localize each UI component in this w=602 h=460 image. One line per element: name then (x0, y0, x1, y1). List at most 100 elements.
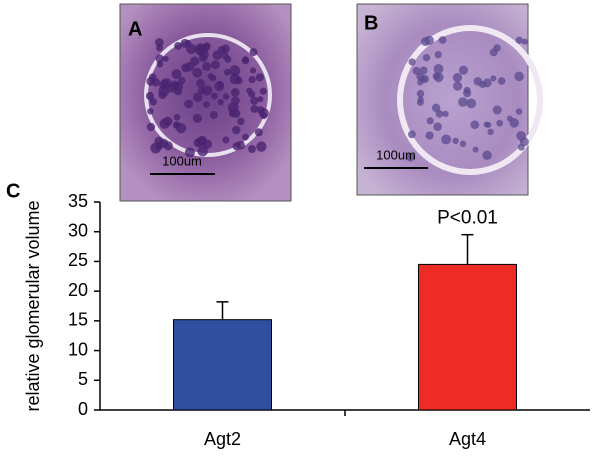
nucleus (408, 58, 416, 66)
nucleus (192, 113, 203, 123)
nucleus (466, 98, 477, 109)
nucleus (433, 72, 444, 83)
x-tick-label: Agt2 (204, 429, 241, 449)
nucleus (202, 61, 212, 72)
nucleus (442, 110, 449, 117)
nucleus (147, 108, 154, 115)
nucleus (463, 89, 472, 98)
nucleus (186, 43, 197, 55)
y-tick-label: 0 (78, 399, 88, 419)
nucleus (172, 81, 179, 88)
nucleus (250, 96, 259, 105)
nucleus (250, 104, 259, 113)
nucleus (441, 134, 452, 145)
nucleus (417, 96, 424, 103)
nucleus (435, 109, 444, 118)
scale-label: 100um (162, 153, 202, 168)
nucleus (459, 140, 467, 148)
nucleus (217, 99, 224, 106)
x-tick-label: Agt4 (449, 429, 486, 449)
nucleus (483, 121, 490, 128)
nucleus (156, 44, 163, 52)
nucleus (193, 138, 203, 148)
nucleus (472, 146, 479, 153)
nucleus (521, 38, 528, 45)
nucleus (416, 89, 425, 98)
nucleus (254, 128, 263, 137)
nucleus (453, 81, 463, 91)
nucleus (231, 96, 240, 105)
nucleus (516, 130, 526, 141)
y-tick-label: 15 (68, 310, 88, 330)
nucleus (425, 131, 434, 140)
nucleus (146, 122, 156, 132)
nucleus (482, 150, 492, 161)
nucleus (162, 55, 169, 62)
nucleus (230, 88, 240, 97)
nucleus (158, 90, 167, 100)
nucleus (257, 96, 264, 103)
nucleus (211, 92, 218, 100)
nucleus (155, 54, 164, 63)
nucleus (248, 75, 256, 84)
nucleus (250, 67, 257, 74)
nucleus (171, 69, 182, 80)
nucleus (227, 102, 239, 114)
nucleus (248, 145, 256, 153)
nucleus (470, 120, 480, 130)
nucleus (163, 141, 173, 151)
nucleus (222, 93, 230, 100)
panel-label: C (6, 180, 20, 202)
nucleus (249, 48, 258, 57)
nucleus (174, 41, 182, 50)
nucleus (419, 66, 428, 75)
nucleus (420, 75, 429, 84)
y-tick-label: 35 (68, 191, 88, 211)
nucleus (431, 103, 441, 113)
nucleus (184, 99, 194, 109)
nucleus (246, 87, 253, 94)
nucleus (155, 38, 164, 47)
nucleus (237, 117, 245, 126)
nucleus (487, 128, 494, 136)
nucleus (452, 137, 459, 145)
nucleus (259, 87, 267, 95)
nucleus (207, 73, 214, 80)
annotation: P<0.01 (437, 208, 498, 229)
nucleus (181, 63, 190, 73)
nucleus (197, 145, 208, 157)
nucleus (229, 73, 241, 85)
nucleus (159, 118, 170, 129)
nucleus (173, 121, 181, 129)
nucleus (515, 36, 523, 44)
y-tick-label: 5 (78, 369, 88, 389)
nucleus (452, 72, 463, 83)
nucleus (222, 136, 230, 144)
nucleus (173, 113, 181, 121)
y-tick-label: 25 (68, 250, 88, 270)
nucleus (482, 78, 492, 88)
nucleus (408, 130, 416, 139)
y-tick-label: 20 (68, 280, 88, 300)
nucleus (433, 122, 442, 131)
nucleus (492, 105, 502, 115)
nucleus (242, 133, 249, 141)
nucleus (209, 111, 218, 119)
panel-label: A (128, 18, 142, 40)
nucleus (196, 79, 205, 88)
bar (418, 263, 517, 411)
nucleus (232, 142, 241, 151)
nucleus (199, 53, 208, 63)
nucleus (216, 80, 224, 88)
nucleus (517, 143, 525, 151)
nucleus (160, 78, 172, 89)
nucleus (438, 36, 447, 44)
capsule (397, 25, 543, 175)
nucleus (497, 77, 506, 85)
nucleus (506, 115, 513, 122)
nucleus (156, 60, 164, 68)
nucleus (406, 153, 415, 162)
nucleus (184, 40, 192, 47)
nucleus (412, 66, 421, 75)
